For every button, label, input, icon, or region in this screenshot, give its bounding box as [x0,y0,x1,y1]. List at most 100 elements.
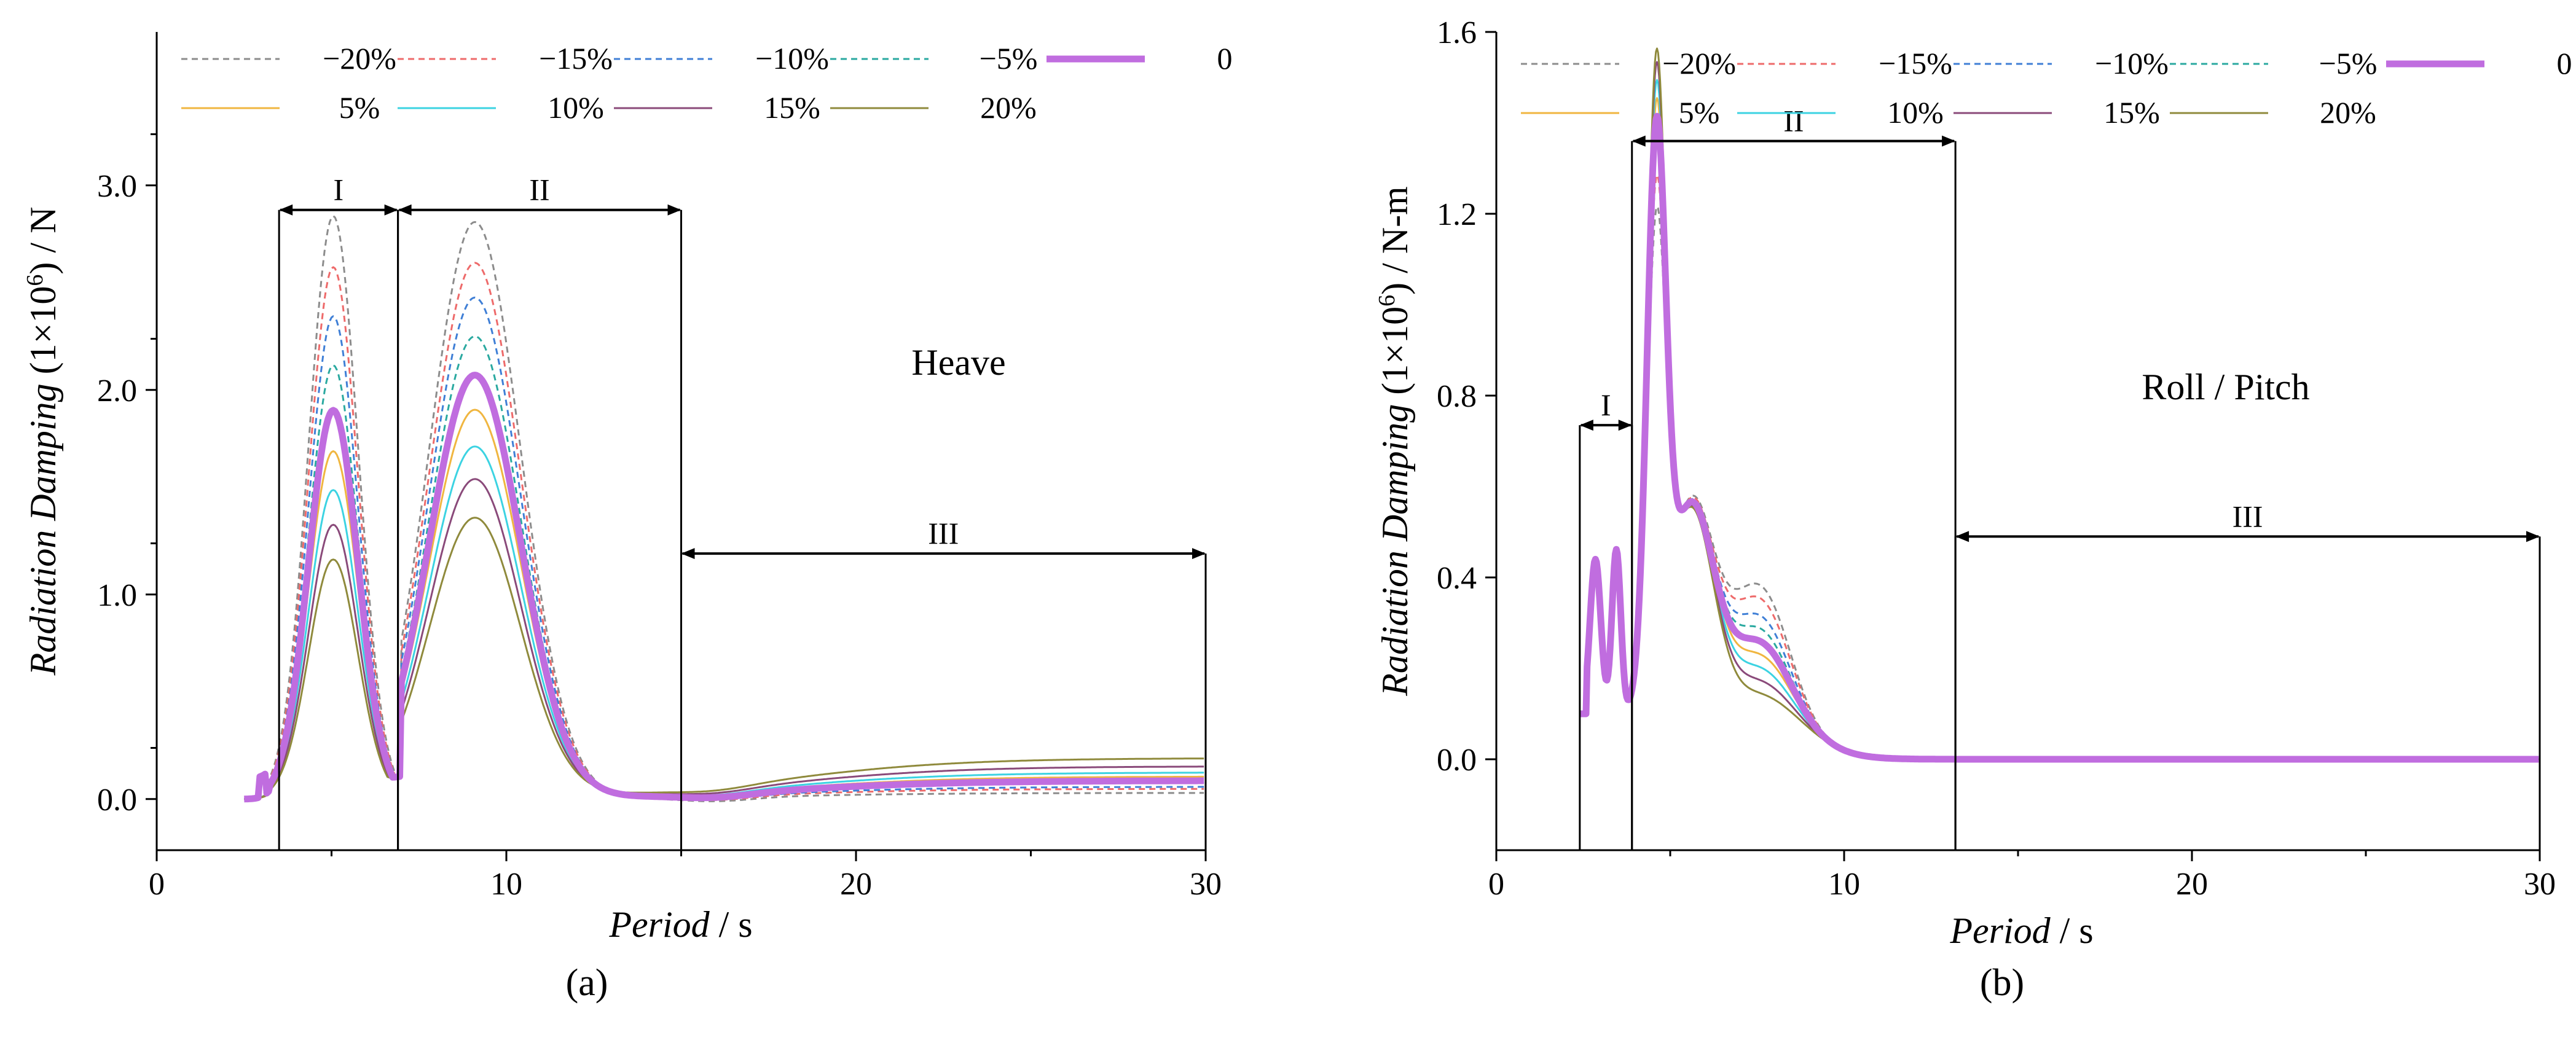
legend-label: 10% [548,90,604,125]
x-tick-label: 0 [149,867,165,902]
y-tick-label: 0.0 [97,783,137,818]
region-arrowhead-right [1618,420,1632,431]
x-axis-label-unit: / s [2051,910,2094,951]
legend-label: 20% [980,90,1037,125]
x-axis-label: Period / s [608,904,752,945]
y-tick-label: 0.4 [1437,561,1477,596]
y-tick-label: 3.0 [97,169,137,204]
x-axis-label-unit: / s [710,904,753,945]
y-axis-label: Radiation Damping (1×106) / N-m [1374,186,1415,696]
region-label: III [928,516,959,550]
region-label: II [1783,104,1804,138]
series-curves [242,215,1206,803]
chart-annotation: Roll / Pitch [2142,367,2309,407]
series-line-variant [244,335,1204,800]
panel-label: (a) [566,962,608,1004]
region-label: I [334,173,344,207]
legend-label: −10% [755,41,829,76]
legend-label: 0 [1217,41,1233,76]
region-arrowhead-right [2526,531,2540,542]
legend: −20% −15% −10% −5% 0 5% 10% 15% 20% [181,41,1233,125]
x-axis-label-italic: Period [1949,910,2051,951]
x-tick-label: 10 [490,867,522,902]
region-arrowhead-right [1942,135,1956,147]
legend-label: −15% [1879,46,1952,80]
legend-label: −5% [980,41,1038,76]
x-tick-label: 20 [840,867,872,902]
x-axis-label: Period / s [1949,910,2093,951]
series-line-variant [1579,47,2539,760]
region-arrowhead-left [1632,135,1646,147]
panel-label-text: (a) [566,962,608,1004]
y-tick-label: 0.0 [1437,743,1477,778]
legend-label: −10% [2095,46,2169,80]
legend-label: 5% [1679,95,1720,130]
legend-label: −15% [539,41,613,76]
region-arrowhead-left [1955,531,1969,542]
y-axis-label-exponent: 6 [22,275,48,286]
y-tick-label: 1.0 [97,578,137,613]
region-arrowhead-left [398,204,412,216]
x-tick-label: 20 [2176,867,2208,902]
series-line-variant [1579,61,2539,760]
series-line-variant [244,262,1204,801]
series-line-variant [1579,174,2539,760]
panel-label: (b) [1980,962,2024,1004]
series-curves [1577,47,2542,763]
region-arrowhead-right [667,204,681,216]
legend-label: 15% [2103,95,2160,130]
series-line-variant [1579,128,2539,760]
region-label: I [1601,388,1611,422]
series-line-variant [1579,205,2539,760]
region-label: II [529,173,549,207]
series-line-variant [244,478,1204,800]
x-tick-label: 30 [2524,867,2556,902]
legend-label: 10% [1887,95,1944,130]
region-label: III [2232,499,2263,533]
y-axis-label-unit-end: ) / N-m [1375,186,1415,295]
y-axis-label-unit-end: ) / N [23,207,63,275]
y-tick-label: 2.0 [97,373,137,409]
x-tick-label: 30 [1190,867,1222,902]
y-axis-label: Radiation Damping (1×106) / N [22,207,63,676]
y-tick-label: 0.8 [1437,379,1477,414]
legend-label: −20% [323,41,396,76]
legend-label: 0 [2557,46,2572,80]
legend-label: 20% [2320,95,2376,130]
legend-label: −5% [2319,46,2378,80]
series-line-variant [244,296,1204,800]
y-axis-label-italic: Radiation Damping [23,374,63,676]
panel-a: 0 10 20 30 0.0 1.0 2.0 3.0 Period / s Radiation D… [22,32,1233,1004]
y-axis-label-exponent: 6 [1374,295,1400,307]
region-arrowhead-right [1192,548,1206,560]
panel-label-text: (b) [1980,962,2024,1004]
x-axis-label-italic: Period [608,904,710,945]
series-line-variant [1579,142,2539,760]
region-arrowhead-left [279,204,293,216]
series-line-variant [244,215,1204,802]
y-tick-label: 1.2 [1437,197,1477,232]
y-axis-label-unit: (1×10 [23,286,63,375]
x-tick-label: 0 [1488,867,1504,902]
region-arrowhead-left [1579,420,1593,431]
legend-label: 15% [764,90,820,125]
legend-label: −20% [1662,46,1736,80]
x-tick-label: 10 [1828,867,1860,902]
series-line-variant [1579,97,2539,760]
legend: −20% −15% −10% −5% 0 5% 10% 15% 20% [1521,46,2572,130]
y-tick-label: 1.6 [1437,15,1477,50]
y-axis-label-italic: Radiation Damping [1375,395,1415,697]
series-line-variant [1579,79,2539,760]
chart-annotation: Heave [911,342,1005,383]
panel-b: 0 10 20 30 0.0 0.4 0.8 1.2 1.6 Period / s Radiatio… [1374,15,2572,1004]
series-line-baseline [242,372,1206,803]
series-line-baseline [1577,112,2542,763]
y-axis-label-unit: (1×10 [1375,307,1415,395]
series-line-variant [244,409,1204,800]
region-arrowhead-right [384,204,398,216]
region-arrowhead-left [681,548,695,560]
